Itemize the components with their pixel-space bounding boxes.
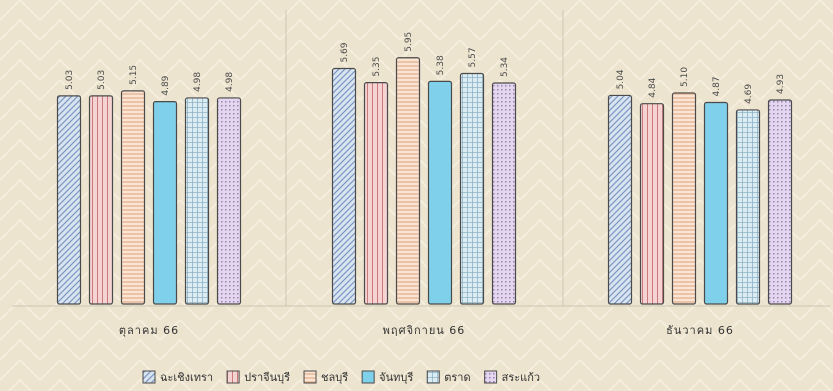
legend-swatch xyxy=(142,370,156,384)
bar xyxy=(607,94,633,305)
bar xyxy=(671,92,697,305)
data-label: 4.93 xyxy=(776,74,786,94)
bar xyxy=(639,103,665,305)
data-label: 4.69 xyxy=(744,84,754,104)
data-label: 4.89 xyxy=(161,75,171,95)
legend-swatch xyxy=(361,370,375,384)
legend-swatch xyxy=(426,370,440,384)
data-label: 4.87 xyxy=(712,76,722,96)
data-label: 5.34 xyxy=(500,57,510,77)
bar xyxy=(395,57,421,305)
legend-label: ฉะเชิงเทรา xyxy=(160,371,213,384)
legend-swatch xyxy=(226,370,240,384)
bar xyxy=(331,67,357,305)
data-label: 5.38 xyxy=(436,55,446,75)
data-label: 5.04 xyxy=(616,69,626,89)
category-label: พฤศจิกายน 66 xyxy=(383,324,466,337)
bar xyxy=(363,82,389,305)
bar xyxy=(56,95,82,305)
data-label: 4.98 xyxy=(193,72,203,92)
data-label: 5.95 xyxy=(404,32,414,52)
data-label: 5.35 xyxy=(372,57,382,77)
data-label: 5.03 xyxy=(97,70,107,90)
bar xyxy=(120,90,146,305)
bar xyxy=(491,82,517,305)
legend-swatch xyxy=(484,370,498,384)
legend-swatch xyxy=(303,370,317,384)
legend-label: ตราด xyxy=(444,371,470,384)
bar xyxy=(216,97,242,305)
data-label: 5.15 xyxy=(129,65,139,85)
data-label: 4.84 xyxy=(648,77,658,97)
legend-label: ปราจีนบุรี xyxy=(244,371,290,384)
data-label: 5.03 xyxy=(65,70,75,90)
data-label: 5.57 xyxy=(468,47,478,67)
bar xyxy=(767,99,793,305)
data-label: 5.69 xyxy=(340,42,350,62)
data-label: 4.98 xyxy=(225,72,235,92)
legend-label: ชลบุรี xyxy=(321,371,348,384)
bar xyxy=(427,80,453,305)
category-label: ธันวาคม 66 xyxy=(666,324,734,337)
data-label: 5.10 xyxy=(680,67,690,87)
legend-label: สระแก้ว xyxy=(502,371,540,384)
bar xyxy=(459,72,485,305)
bar xyxy=(735,109,761,305)
bar xyxy=(703,101,729,305)
bar xyxy=(184,97,210,305)
category-label: ตุลาคม 66 xyxy=(119,324,179,337)
bar xyxy=(152,101,178,305)
bar xyxy=(88,95,114,305)
legend-label: จันทบุรี xyxy=(379,371,413,384)
